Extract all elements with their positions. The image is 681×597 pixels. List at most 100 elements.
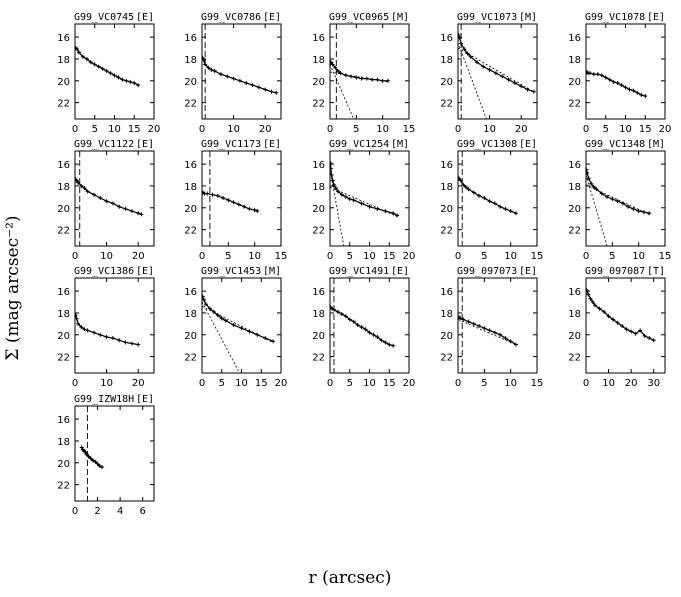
x-tick-label: 10 [602, 378, 615, 389]
x-tick-label: 20 [403, 378, 416, 389]
panel-g99_vc1254: G99_VC1254 [M] 0 5 10 15 20 16 18 20 22 [312, 139, 415, 262]
x-tick-label: 15 [383, 378, 396, 389]
panel-g99_vc1173: G99_VC1173 [E] 0 5 10 15 16 18 20 22 [184, 139, 287, 262]
y-tick-label: 22 [57, 226, 70, 237]
x-tick-label: 10 [363, 251, 376, 262]
panel-g99_vc1308: G99_VC1308 [E] 0 5 10 15 16 18 20 22 [440, 139, 543, 262]
panel-plot-area [75, 313, 141, 347]
panel-g99_vc1453: G99_VC1453 [M] 0 5 10 15 20 16 18 20 22 [184, 266, 287, 389]
x-tick-label: 15 [639, 124, 652, 135]
x-tick-label: 10 [108, 124, 121, 135]
x-tick-label: 15 [275, 251, 288, 262]
panel-tag: [E] [519, 139, 537, 150]
panel-title: G99_VC0786 [201, 12, 261, 23]
panel-tag: [M] [647, 139, 665, 150]
x-tick-label: 0 [327, 378, 333, 389]
panel-title: G99_097087 [585, 266, 645, 277]
panel-g99_vc1122: G99_VC1122 [E] 0 10 20 16 18 20 22 [57, 139, 155, 262]
panel-frame [457, 23, 538, 120]
x-tick-label: 5 [347, 251, 353, 262]
x-tick-label: 10 [363, 378, 376, 389]
panel-plot-area [458, 151, 518, 246]
y-tick-label: 20 [184, 331, 197, 342]
x-tick-label: 0 [199, 251, 205, 262]
panel-plot-area [586, 167, 652, 246]
y-tick-label: 22 [568, 353, 581, 364]
panel-tag: [E] [263, 139, 281, 150]
x-tick-label: 15 [383, 251, 396, 262]
x-tick-label: 20 [515, 124, 528, 135]
y-tick-label: 20 [57, 331, 70, 342]
x-tick-label: 10 [235, 378, 248, 389]
panel-g99_vc1078: G99_VC1078 [E] 0 5 10 15 20 16 18 20 22 [568, 12, 671, 135]
x-tick-label: 5 [92, 124, 98, 135]
panel-tag: [M] [263, 266, 281, 277]
y-tick-label: 22 [57, 99, 70, 110]
panel-plot-area [75, 151, 144, 246]
profile-line [586, 289, 654, 341]
panel-g99_097073: G99_097073 [E] 0 5 10 15 16 18 20 22 [440, 266, 543, 389]
y-tick-label: 16 [184, 287, 197, 298]
fit-line [458, 47, 535, 93]
panel-title: G99_VC1491 [329, 266, 389, 277]
panel-title: G99_VC1073 [457, 12, 517, 23]
y-tick-label: 18 [312, 55, 325, 66]
y-tick-label: 16 [568, 160, 581, 171]
x-tick-label: 10 [632, 251, 645, 262]
panel-title: G99_VC1078 [585, 12, 645, 23]
x-tick-label: 20 [275, 378, 288, 389]
x-tick-label: 0 [72, 124, 78, 135]
y-tick-label: 22 [57, 353, 70, 364]
y-tick-label: 16 [440, 160, 453, 171]
x-tick-label: 5 [481, 251, 487, 262]
panel-plot-area [458, 278, 518, 373]
profile-line [202, 57, 277, 94]
y-tick-label: 20 [57, 459, 70, 470]
y-tick-label: 22 [312, 226, 325, 237]
x-tick-label: 5 [609, 251, 615, 262]
panel-plot-area [586, 70, 648, 99]
panel-plot-area [586, 288, 656, 343]
y-tick-label: 16 [440, 287, 453, 298]
x-tick-label: 10 [619, 124, 632, 135]
y-tick-label: 20 [184, 77, 197, 88]
x-tick-label: 5 [603, 124, 609, 135]
y-tick-label: 16 [184, 33, 197, 44]
x-tick-label: 0 [455, 124, 461, 135]
panel-g99_vc1491: G99_VC1491 [E] 0 5 10 15 20 16 18 20 22 [312, 266, 415, 389]
y-tick-label: 18 [184, 55, 197, 66]
x-tick-label: 20 [132, 378, 145, 389]
y-tick-label: 18 [312, 309, 325, 320]
panel-title: G99_VC1348 [585, 139, 645, 150]
x-tick-label: 20 [259, 124, 272, 135]
profile-line [330, 162, 398, 216]
x-tick-label: 0 [583, 378, 589, 389]
panel-frame [585, 150, 666, 247]
panel-g99_vc0745: G99_VC0745 [E] 0 5 10 15 20 16 18 20 22 [57, 12, 160, 135]
panel-frame [201, 23, 282, 120]
panel-tag: [M] [519, 12, 537, 23]
panel-plot-area [458, 24, 536, 119]
profile-line [75, 47, 139, 86]
panel-g99_vc1073: G99_VC1073 [M] 0 10 20 16 18 20 22 [440, 12, 538, 135]
x-tick-label: 2 [94, 506, 100, 517]
x-tick-label: 10 [100, 251, 113, 262]
y-tick-label: 20 [568, 204, 581, 215]
y-tick-label: 16 [440, 33, 453, 44]
y-tick-label: 20 [568, 77, 581, 88]
y-tick-label: 20 [568, 331, 581, 342]
panel-plot-area [75, 46, 141, 88]
panel-frame [74, 23, 155, 120]
y-tick-label: 20 [312, 204, 325, 215]
y-tick-label: 18 [568, 55, 581, 66]
panel-g99_vc0965: G99_VC0965 [M] 0 5 10 15 16 18 20 22 [312, 12, 415, 135]
y-tick-label: 18 [568, 182, 581, 193]
x-tick-label: 15 [531, 378, 544, 389]
y-tick-label: 18 [440, 182, 453, 193]
x-tick-label: 0 [72, 251, 78, 262]
y-tick-label: 18 [57, 182, 70, 193]
panel-frame [585, 277, 666, 374]
profile-line [330, 61, 388, 82]
